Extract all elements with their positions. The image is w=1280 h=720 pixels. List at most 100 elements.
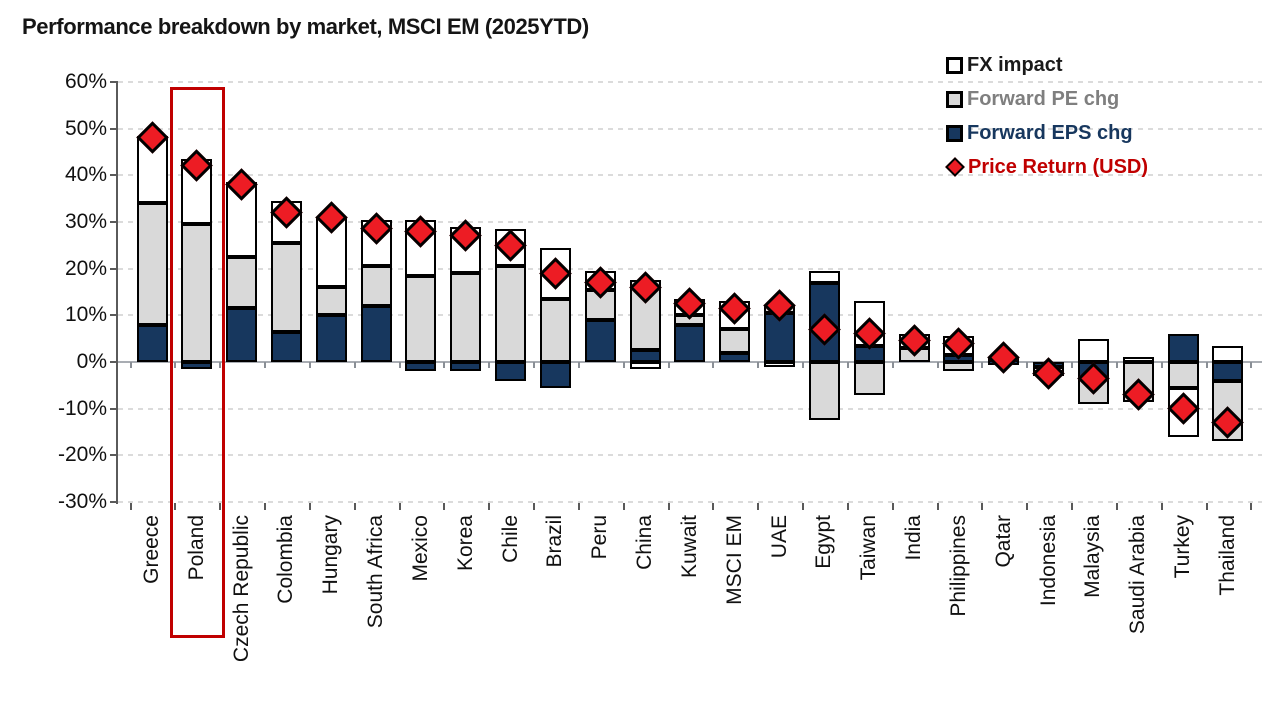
bar-segment-forward-pe-chg-colombia: [270, 242, 302, 332]
category-tick-bottom: [488, 503, 491, 510]
y-axis-tick: [110, 80, 118, 83]
legend-item-fx-impact: FX impact: [946, 48, 1148, 82]
category-tick-bottom: [891, 503, 894, 510]
category-tick-zero: [1205, 362, 1208, 368]
category-tick-bottom: [219, 503, 222, 510]
legend-label: Price Return (USD): [968, 155, 1149, 178]
gridline-20: [118, 267, 1262, 270]
bar-segment-forward-eps-chg-china: [629, 350, 661, 362]
y-axis-label: 50%: [64, 116, 107, 140]
gridline-30: [118, 220, 1262, 223]
category-tick-bottom: [1205, 503, 1208, 510]
bar-segment-forward-pe-chg-chile: [495, 266, 527, 362]
bar-segment-forward-eps-chg-peru: [584, 319, 616, 362]
x-label-egypt: Egypt: [812, 515, 836, 569]
category-tick-bottom: [353, 503, 356, 510]
gridline-40: [118, 174, 1262, 177]
x-label-thailand: Thailand: [1215, 515, 1239, 596]
chart-title: Performance breakdown by market, MSCI EM…: [22, 14, 589, 39]
x-label-chile: Chile: [498, 515, 522, 563]
y-axis-label: 30%: [64, 209, 107, 233]
bar-segment-forward-eps-chg-colombia: [270, 331, 302, 362]
category-tick-zero: [264, 362, 267, 368]
category-tick-zero: [622, 362, 625, 368]
x-label-china: China: [633, 515, 657, 570]
bar-segment-forward-pe-chg-philippines: [943, 362, 975, 372]
category-tick-bottom: [308, 503, 311, 510]
y-axis-label: -30%: [57, 490, 107, 513]
category-tick-bottom: [1160, 503, 1163, 510]
category-tick-bottom: [981, 503, 984, 510]
x-label-saudi-arabia: Saudi Arabia: [1126, 515, 1150, 635]
bar-segment-forward-eps-chg-korea: [450, 362, 482, 372]
y-axis-label: -10%: [57, 396, 107, 420]
bar-segment-forward-eps-chg-brazil: [539, 362, 571, 388]
bar-segment-fx-impact-egypt: [808, 270, 840, 283]
category-tick-bottom: [443, 503, 446, 510]
category-tick-zero: [891, 362, 894, 368]
y-axis-tick: [110, 127, 118, 130]
bar-segment-forward-eps-chg-msci-em: [719, 352, 751, 362]
y-axis-line: [116, 82, 118, 504]
category-tick-zero: [1115, 362, 1118, 368]
bar-segment-forward-eps-chg-chile: [495, 362, 527, 381]
category-tick-zero: [1250, 362, 1253, 368]
y-axis-label: 40%: [64, 163, 107, 187]
x-label-hungary: Hungary: [319, 515, 343, 595]
category-tick-bottom: [129, 503, 132, 510]
bar-segment-forward-pe-chg-korea: [450, 273, 482, 362]
category-tick-bottom: [802, 503, 805, 510]
legend-diamond-icon: [945, 157, 965, 177]
legend-square-icon: [946, 124, 963, 142]
legend-label: Forward PE chg: [967, 87, 1120, 110]
category-tick-bottom: [264, 503, 267, 510]
y-axis-tick: [110, 220, 118, 223]
x-label-peru: Peru: [588, 515, 612, 560]
y-axis-tick: [110, 267, 118, 270]
bar-segment-forward-pe-chg-msci-em: [719, 329, 751, 353]
gridline--30: [118, 501, 1262, 503]
x-label-south-africa: South Africa: [364, 515, 388, 629]
bar-segment-fx-impact-uae: [764, 362, 796, 367]
legend: FX impact Forward PE chg Forward EPS chg Pr…: [945, 48, 1149, 184]
y-axis-tick: [110, 407, 118, 410]
bar-segment-forward-pe-chg-egypt: [808, 362, 840, 421]
gridline--20: [118, 454, 1262, 457]
category-tick-bottom: [577, 503, 580, 510]
x-label-mexico: Mexico: [408, 515, 432, 582]
x-label-malaysia: Malaysia: [1081, 515, 1105, 598]
bar-segment-forward-eps-chg-mexico: [405, 362, 437, 372]
bar-segment-forward-eps-chg-poland: [181, 362, 213, 369]
bar-segment-forward-eps-chg-turkey: [1167, 333, 1199, 362]
legend-label: Forward EPS chg: [967, 121, 1133, 144]
category-tick-zero: [398, 362, 401, 368]
category-tick-bottom: [533, 503, 536, 510]
x-label-czech-republic: Czech Republic: [229, 515, 253, 663]
category-tick-zero: [129, 362, 132, 368]
legend-square-icon: [946, 90, 963, 108]
x-label-colombia: Colombia: [274, 515, 298, 604]
x-label-poland: Poland: [184, 515, 208, 581]
x-label-msci-em: MSCI EM: [722, 515, 746, 605]
bar-segment-fx-impact-czech-republic: [226, 182, 258, 257]
legend-square-icon: [946, 56, 963, 74]
y-axis-label: -20%: [57, 443, 107, 467]
bar-segment-forward-pe-chg-poland: [181, 224, 213, 362]
category-tick-zero: [846, 362, 849, 368]
y-axis-tick: [110, 501, 118, 503]
category-tick-zero: [936, 362, 939, 368]
bar-segment-forward-pe-chg-mexico: [405, 275, 437, 362]
legend-item-price-return-usd-: Price Return (USD): [945, 150, 1149, 184]
bar-segment-fx-impact-china: [629, 362, 661, 369]
y-axis-tick: [110, 174, 118, 177]
category-tick-bottom: [936, 503, 939, 510]
bar-segment-forward-eps-chg-hungary: [315, 315, 347, 362]
category-tick-zero: [308, 362, 311, 368]
category-tick-bottom: [174, 503, 177, 510]
category-tick-bottom: [757, 503, 760, 510]
y-axis-tick: [110, 314, 118, 317]
bar-segment-forward-pe-chg-turkey: [1167, 362, 1199, 388]
x-label-taiwan: Taiwan: [857, 515, 881, 581]
y-axis-label: 60%: [64, 69, 107, 93]
x-label-greece: Greece: [140, 515, 163, 584]
